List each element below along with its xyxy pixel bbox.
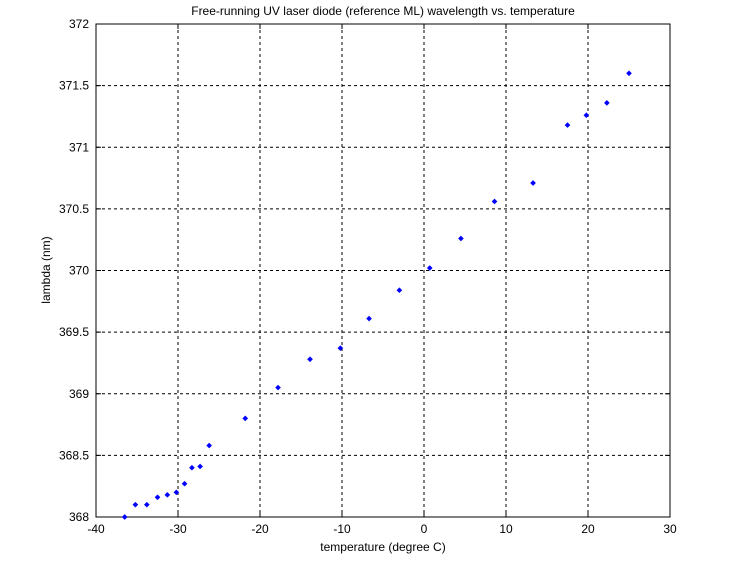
- y-tick-label: 370: [69, 264, 89, 278]
- data-point: [275, 384, 281, 391]
- y-axis-label: lambda (nm): [39, 236, 53, 303]
- data-point: [154, 494, 161, 501]
- data-point: [132, 501, 139, 508]
- y-tick-label: 369.5: [59, 325, 89, 339]
- x-tick-label: -20: [251, 522, 269, 536]
- data-point: [366, 315, 372, 322]
- data-point: [242, 415, 249, 422]
- data-point: [197, 463, 203, 470]
- data-point: [604, 100, 610, 106]
- data-point: [491, 198, 498, 205]
- x-axis-label: temperature (degree C): [320, 540, 445, 554]
- x-tick-label: 30: [663, 522, 677, 536]
- data-point: [458, 235, 464, 242]
- data-point: [307, 356, 313, 363]
- data-point: [396, 287, 403, 294]
- y-tick-label: 369: [69, 387, 89, 401]
- y-tick-label: 372: [69, 17, 89, 31]
- y-tick-label: 368.5: [59, 448, 89, 462]
- y-tick-label: 371.5: [59, 79, 89, 93]
- data-point: [144, 501, 150, 508]
- x-tick-label: -30: [169, 522, 187, 536]
- data-point: [173, 489, 180, 496]
- data-point: [530, 180, 536, 186]
- x-tick-label: 0: [421, 522, 428, 536]
- data-point: [337, 345, 344, 351]
- x-tick-label: 10: [499, 522, 513, 536]
- data-point: [121, 514, 128, 520]
- y-tick-labels: 368 368.5 369 369.5 370 370.5 371 371.5 372: [59, 17, 89, 524]
- data-point: [206, 442, 212, 449]
- data-point: [164, 491, 171, 498]
- x-tick-label: -40: [87, 522, 105, 536]
- grid: [96, 24, 670, 517]
- data-point: [189, 464, 195, 471]
- data-point: [564, 122, 571, 128]
- x-tick-label: 20: [581, 522, 595, 536]
- chart-title: Free-running UV laser diode (reference M…: [191, 4, 575, 18]
- y-tick-label: 370.5: [59, 202, 89, 216]
- plot-area: [96, 24, 670, 517]
- axis-ticks: [95, 23, 671, 518]
- y-tick-label: 371: [69, 140, 89, 154]
- data-point: [626, 70, 632, 77]
- x-tick-label: -10: [333, 522, 351, 536]
- x-tick-labels: -40 -30 -20 -10 0 10 20 30: [87, 522, 677, 536]
- data-point: [181, 480, 188, 487]
- data-point: [426, 265, 433, 271]
- data-point: [583, 112, 590, 119]
- data-points: [121, 70, 632, 520]
- y-tick-label: 368: [69, 510, 89, 524]
